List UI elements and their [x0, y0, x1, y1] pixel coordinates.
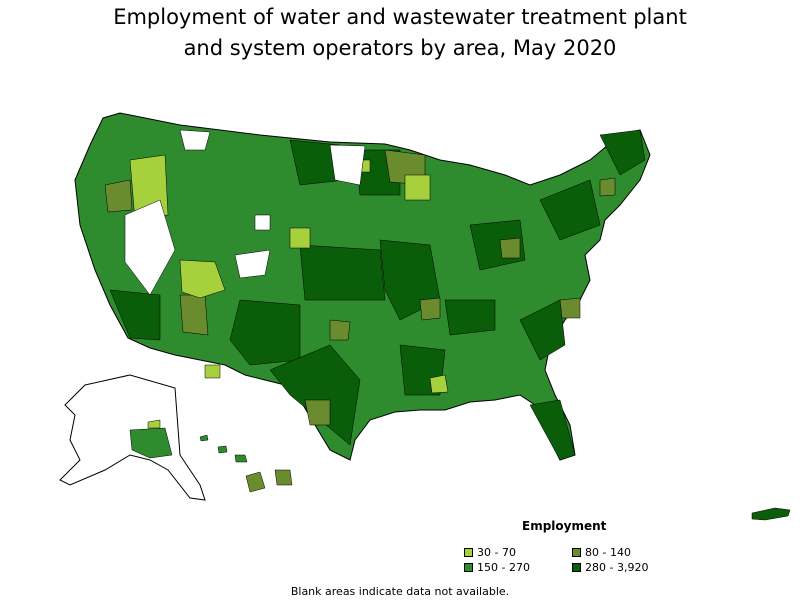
- map-title-line-2: and system operators by area, May 2020: [183, 36, 617, 60]
- legend-item-80-140: 80 - 140: [572, 546, 631, 559]
- puerto-rico: [751, 507, 791, 521]
- legend-item-280-3920: 280 - 3,920: [572, 561, 648, 574]
- no-data-areas: [124, 129, 366, 296]
- hawaii: [199, 434, 266, 493]
- alaska-region: [129, 427, 173, 459]
- legend-swatch-280-3920: [572, 563, 581, 572]
- alaska-low-region: [147, 419, 161, 429]
- legend-label-80-140: 80 - 140: [585, 546, 631, 559]
- blank-areas-note: Blank areas indicate data not available.: [290, 585, 510, 598]
- legend-label-30-70: 30 - 70: [477, 546, 516, 559]
- map-title: Employment of water and wastewater treat…: [0, 2, 800, 64]
- legend-title: Employment: [522, 519, 607, 533]
- legend-swatch-30-70: [464, 548, 473, 557]
- legend-label-280-3920: 280 - 3,920: [585, 561, 649, 574]
- legend-item-30-70: 30 - 70: [464, 546, 516, 559]
- legend-swatch-80-140: [572, 548, 581, 557]
- map-title-line-1: Employment of water and wastewater treat…: [113, 5, 687, 29]
- legend-swatch-150-270: [464, 563, 473, 572]
- legend-label-150-270: 150 - 270: [477, 561, 530, 574]
- legend-item-150-270: 150 - 270: [464, 561, 530, 574]
- us-employment-map: [59, 112, 791, 521]
